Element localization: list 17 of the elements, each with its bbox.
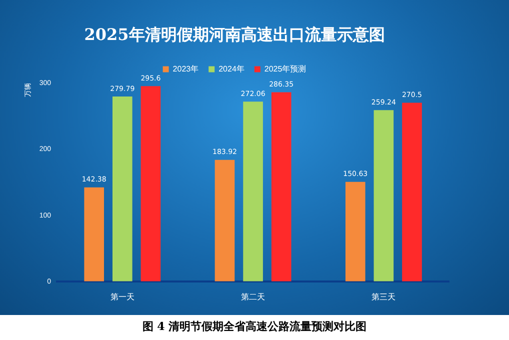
x-tick-label: 第三天 (372, 292, 396, 302)
caption: 图 4 清明节假期全省高速公路流量预测对比图 (141, 319, 368, 334)
bar (140, 86, 161, 282)
bar (243, 102, 263, 282)
bar (402, 102, 422, 282)
legend-label: 2023年 (172, 64, 199, 74)
chart-title: 2025年清明假期河南高速出口流量示意图 (84, 24, 385, 44)
bar (112, 96, 132, 282)
x-tick-label: 第一天 (110, 292, 134, 302)
x-tick-label: 第二天 (241, 292, 266, 302)
bar (271, 92, 292, 282)
legend-label: 2025年预测 (264, 64, 306, 74)
bar (84, 187, 104, 282)
bar (214, 160, 235, 282)
bar (374, 110, 394, 282)
legend-label: 2024年 (218, 64, 244, 74)
bar (345, 182, 366, 282)
